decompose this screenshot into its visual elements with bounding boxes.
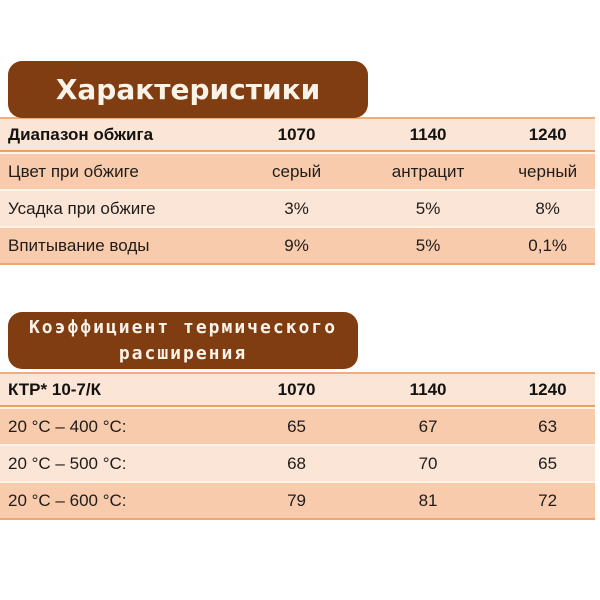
row-value: 3% [284,198,309,218]
row-value: черный [518,161,578,181]
thermal-expansion-header-row: КТР* 10-7/К 1070 1140 1240 [0,374,595,407]
row-value: 0,1% [528,235,568,255]
row-value: 65 [538,453,558,473]
row-value: 9% [284,235,309,255]
header-cell-1140: 1140 [409,124,447,144]
row-value: 68 [287,453,307,473]
row-label: 20 °C – 600 °C: [8,490,127,510]
row-value: 65 [287,416,307,436]
row-value: 5% [415,198,441,218]
row-label: 20 °C – 500 °C: [8,453,127,473]
table-row-20-400: 20 °C – 400 °C: 65 67 63 [0,409,595,444]
characteristics-heading-box: Характеристики [8,61,368,118]
table-row-20-600: 20 °C – 600 °C: 79 81 72 [0,483,595,518]
row-value: 67 [418,416,438,436]
thermal-expansion-table: КТР* 10-7/К 1070 1140 1240 20 °C – 400 °… [0,372,595,520]
row-value: 5% [415,235,441,255]
thermal-expansion-title-line2: расширения [118,342,248,364]
row-value: 70 [418,453,438,473]
header-cell-1240: 1240 [528,124,567,144]
row-value: 79 [287,490,307,510]
row-value: 8% [535,198,560,218]
row-label: Впитывание воды [8,235,150,255]
row-value: 63 [538,416,558,436]
table-row-color: Цвет при обжиге серый антрацит черный [0,154,595,189]
header-cell-1240: 1240 [528,379,567,399]
table-row-water-absorption: Впитывание воды 9% 5% 0,1% [0,228,595,263]
characteristics-table: Диапазон обжига 1070 1140 1240 Цвет при … [0,117,595,265]
table-row-shrinkage: Усадка при обжиге 3% 5% 8% [0,191,595,226]
row-value: 81 [418,490,438,510]
row-label: Цвет при обжиге [8,161,139,181]
header-cell-firing-range: Диапазон обжига [8,124,154,144]
row-label: 20 °C – 400 °C: [8,416,127,436]
header-cell-1140: 1140 [409,379,447,399]
table-row-20-500: 20 °C – 500 °C: 68 70 65 [0,446,595,481]
header-cell-1070: 1070 [277,124,316,144]
characteristics-title: Характеристики [55,73,321,106]
thermal-expansion-title-line1: Коэффициент термического [28,316,338,338]
row-value: 72 [538,490,558,510]
characteristics-header-row: Диапазон обжига 1070 1140 1240 [0,119,595,152]
row-value: антрацит [391,161,465,181]
row-value: серый [272,161,322,181]
header-cell-ktr: КТР* 10-7/К [8,379,101,399]
header-cell-1070: 1070 [277,379,316,399]
row-label: Усадка при обжиге [8,198,156,218]
thermal-expansion-heading-box: Коэффициент термического расширения [8,312,358,369]
